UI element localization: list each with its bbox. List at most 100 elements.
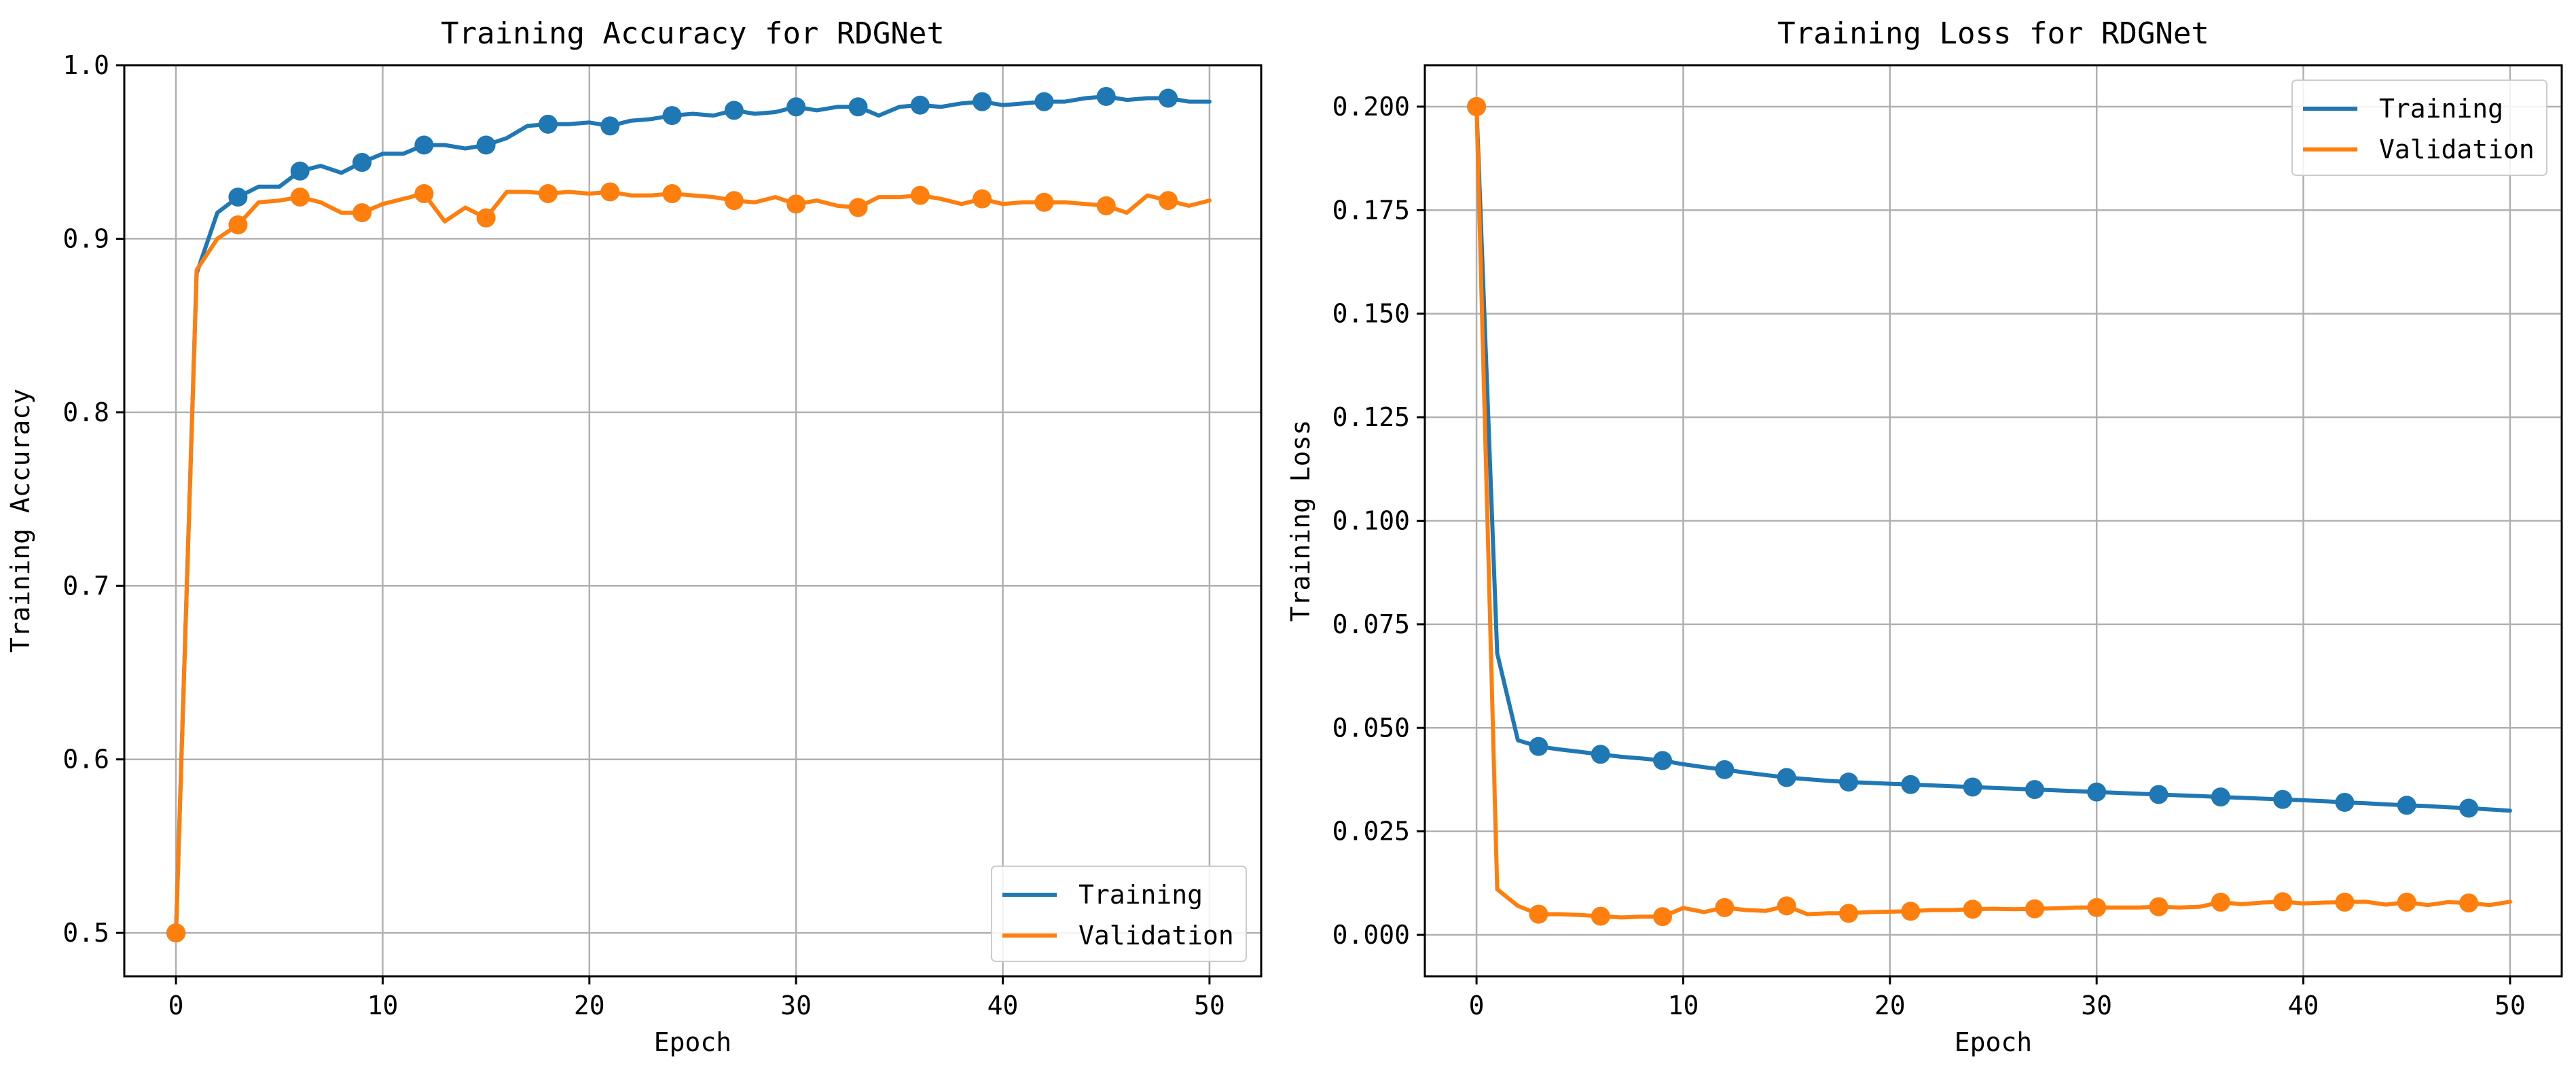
accuracy-legend-training-label: Training xyxy=(1078,880,1203,910)
accuracy-y-tick-label: 1.0 xyxy=(62,50,109,80)
accuracy-axes-frame xyxy=(123,64,1263,978)
accuracy-training-marker xyxy=(848,97,868,117)
loss-x-axis-label: Epoch xyxy=(1955,1027,2032,1057)
loss-training-marker xyxy=(2149,785,2169,804)
loss-training-marker xyxy=(2459,798,2479,818)
accuracy-validation-marker xyxy=(724,191,744,211)
loss-y-tick-label: 0.125 xyxy=(1332,402,1410,432)
loss-y-tick-label: 0.200 xyxy=(1332,92,1410,122)
loss-legend-validation-label: Validation xyxy=(2379,135,2535,164)
loss-x-tick-label: 30 xyxy=(2081,991,2112,1020)
accuracy-training-marker xyxy=(1159,88,1178,108)
loss-training-marker xyxy=(1963,777,1982,797)
loss-y-tick-label: 0.175 xyxy=(1332,195,1410,225)
loss-x-tick-label: 0 xyxy=(1469,991,1485,1020)
accuracy-training-marker xyxy=(352,153,372,173)
loss-validation-marker xyxy=(2273,892,2293,912)
loss-legend-training-label: Training xyxy=(2379,94,2503,124)
loss-training-marker xyxy=(1653,751,1673,770)
accuracy-x-tick-label: 10 xyxy=(367,991,399,1020)
accuracy-validation-marker xyxy=(662,184,682,204)
accuracy-x-tick-label: 40 xyxy=(987,991,1019,1020)
loss-chart: 0 10 20 30 40 50 0.000 0.025 0.050 0.075 0.100 0.12… xyxy=(1286,16,2563,1057)
accuracy-validation-marker xyxy=(1159,191,1178,211)
accuracy-validation-marker xyxy=(414,184,434,204)
loss-training-marker xyxy=(1838,772,1858,792)
loss-validation-marker xyxy=(1653,907,1673,927)
loss-validation-marker xyxy=(2149,897,2169,917)
accuracy-validation-marker xyxy=(786,194,806,214)
loss-validation-marker xyxy=(1467,96,1487,116)
accuracy-chart: 0 10 20 30 40 50 0.5 0.6 0.7 0.8 0.9 1.0 Training A… xyxy=(5,16,1263,1057)
loss-x-tick-label: 40 xyxy=(2288,991,2319,1020)
accuracy-validation-marker xyxy=(910,185,930,205)
accuracy-ticks: 0 10 20 30 40 50 0.5 0.6 0.7 0.8 0.9 1.0 xyxy=(62,50,1224,1020)
loss-validation-marker xyxy=(1591,906,1610,926)
accuracy-validation-marker xyxy=(476,208,496,228)
loss-x-tick-label: 20 xyxy=(1874,991,1906,1020)
accuracy-training-marker xyxy=(724,101,744,120)
loss-training-marker xyxy=(2335,792,2355,812)
accuracy-validation-marker xyxy=(352,203,372,223)
accuracy-grid xyxy=(124,64,1261,976)
loss-y-tick-label: 0.150 xyxy=(1332,299,1410,329)
loss-x-tick-label: 10 xyxy=(1668,991,1699,1020)
accuracy-training-marker xyxy=(662,106,682,126)
loss-training-marker xyxy=(1715,760,1735,779)
loss-validation-marker xyxy=(2335,892,2355,912)
loss-training-marker xyxy=(1901,775,1921,794)
accuracy-y-tick-label: 0.8 xyxy=(62,397,109,427)
loss-training-marker xyxy=(1529,736,1548,756)
accuracy-training-marker xyxy=(538,114,558,134)
accuracy-legend: Training Validation xyxy=(991,866,1247,962)
accuracy-y-tick-label: 0.7 xyxy=(62,571,109,601)
accuracy-validation-marker xyxy=(1096,196,1116,215)
accuracy-y-tick-label: 0.5 xyxy=(62,918,109,948)
accuracy-y-tick-label: 0.9 xyxy=(62,224,109,253)
loss-training-marker xyxy=(1777,768,1796,787)
loss-y-axis-label: Training Loss xyxy=(1286,420,1316,622)
loss-chart-title: Training Loss for RDGNet xyxy=(1777,16,2209,51)
loss-validation-marker xyxy=(1529,904,1548,924)
accuracy-training-marker xyxy=(1034,92,1054,111)
accuracy-training-marker xyxy=(228,188,248,207)
accuracy-validation-marker xyxy=(538,184,558,204)
loss-validation-marker xyxy=(2397,892,2416,912)
loss-validation-marker xyxy=(2211,892,2230,912)
accuracy-x-tick-label: 50 xyxy=(1194,991,1225,1020)
loss-training-marker xyxy=(2025,780,2044,800)
loss-training-marker xyxy=(2273,789,2293,809)
accuracy-training-marker xyxy=(290,161,310,181)
loss-validation-marker xyxy=(1715,897,1735,917)
loss-y-tick-label: 0.075 xyxy=(1332,609,1410,639)
loss-validation-marker xyxy=(1838,904,1858,923)
accuracy-training-marker xyxy=(476,135,496,155)
accuracy-validation-marker xyxy=(1034,192,1054,212)
accuracy-validation-marker xyxy=(973,189,992,209)
accuracy-validation-marker xyxy=(228,215,248,234)
loss-validation-marker xyxy=(2025,899,2044,919)
loss-legend: Training Validation xyxy=(2291,79,2547,176)
accuracy-training-marker xyxy=(910,95,930,115)
loss-x-tick-label: 50 xyxy=(2495,991,2526,1020)
loss-validation-marker xyxy=(1901,902,1921,921)
loss-training-marker xyxy=(2211,787,2230,807)
accuracy-x-tick-label: 30 xyxy=(780,991,812,1020)
accuracy-training-marker xyxy=(414,135,434,155)
loss-validation-marker xyxy=(2087,897,2107,917)
loss-training-marker xyxy=(2397,796,2416,815)
accuracy-training-marker xyxy=(1096,86,1116,106)
loss-training-marker xyxy=(1591,745,1610,764)
accuracy-x-tick-label: 0 xyxy=(168,991,184,1020)
accuracy-training-marker xyxy=(600,116,620,136)
accuracy-y-tick-label: 0.6 xyxy=(62,745,109,775)
loss-y-tick-label: 0.050 xyxy=(1332,713,1410,743)
accuracy-plot-area xyxy=(166,86,1212,943)
loss-y-tick-label: 0.000 xyxy=(1332,920,1410,950)
loss-y-tick-label: 0.025 xyxy=(1332,817,1410,847)
accuracy-validation-marker xyxy=(166,923,186,943)
loss-validation-marker xyxy=(2459,893,2479,913)
accuracy-training-marker xyxy=(786,97,806,117)
